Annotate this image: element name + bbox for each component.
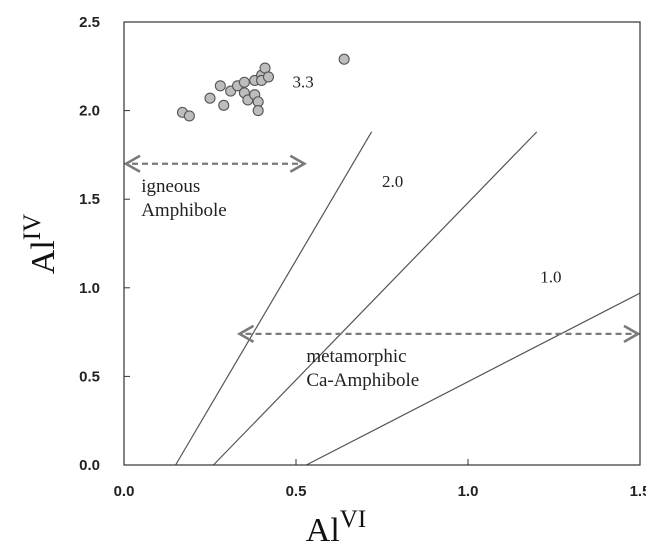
field-arrows bbox=[123, 154, 641, 344]
metamorphic-label-line-1: Ca-Amphibole bbox=[306, 370, 419, 391]
data-point bbox=[262, 71, 275, 83]
data-points bbox=[176, 53, 350, 122]
x-axis-label: AlVI bbox=[306, 506, 366, 541]
ratio-labels: 3.3 2.0 1.0 bbox=[293, 73, 562, 287]
ratio-line-2 bbox=[306, 292, 641, 466]
igneous-arrow-head-right bbox=[289, 154, 307, 173]
ratio-lines bbox=[175, 131, 641, 466]
x-tick-label: 0.0 bbox=[114, 483, 135, 500]
ratio-label-2: 1.0 bbox=[540, 267, 561, 286]
ratio-line-0 bbox=[175, 131, 373, 466]
x-tick-label: 1.5 bbox=[630, 483, 646, 500]
x-tick-label: 1.0 bbox=[458, 483, 479, 500]
y-tick-label: 1.5 bbox=[79, 191, 100, 208]
data-point bbox=[238, 76, 250, 88]
y-tick-label: 2.5 bbox=[79, 14, 100, 31]
x-tick-label: 0.5 bbox=[286, 483, 307, 500]
ratio-label-1: 2.0 bbox=[382, 172, 403, 191]
igneous-label-line-1: Amphibole bbox=[141, 200, 227, 221]
plot-frame bbox=[123, 21, 641, 466]
y-ticks: 0.0 0.5 1.0 1.5 2.0 2.5 bbox=[79, 14, 130, 474]
igneous-arrow-head-left bbox=[123, 154, 141, 173]
igneous-label-line-0: igneous bbox=[141, 176, 200, 197]
y-tick-label: 0.0 bbox=[79, 457, 100, 474]
y-tick-label: 0.5 bbox=[79, 368, 100, 385]
data-point bbox=[214, 80, 226, 92]
y-tick-label: 2.0 bbox=[79, 103, 100, 120]
data-point bbox=[338, 53, 350, 65]
field-annotations: igneous Amphibole metamorphic Ca-Amphibole bbox=[141, 176, 419, 391]
data-point bbox=[252, 105, 264, 117]
x-ticks: 0.0 0.5 1.0 1.5 bbox=[114, 459, 646, 500]
metamorphic-arrow-head-right bbox=[623, 324, 641, 344]
metamorphic-arrow-head-left bbox=[236, 324, 255, 344]
y-tick-label: 1.0 bbox=[79, 280, 100, 297]
data-point bbox=[204, 92, 216, 104]
ratio-label-0: 3.3 bbox=[293, 73, 314, 92]
y-axis-label: AlIV bbox=[19, 214, 62, 274]
data-point bbox=[183, 110, 195, 122]
data-point bbox=[218, 99, 230, 111]
ratio-line-1 bbox=[213, 131, 538, 466]
metamorphic-label-line-0: metamorphic bbox=[306, 346, 406, 367]
